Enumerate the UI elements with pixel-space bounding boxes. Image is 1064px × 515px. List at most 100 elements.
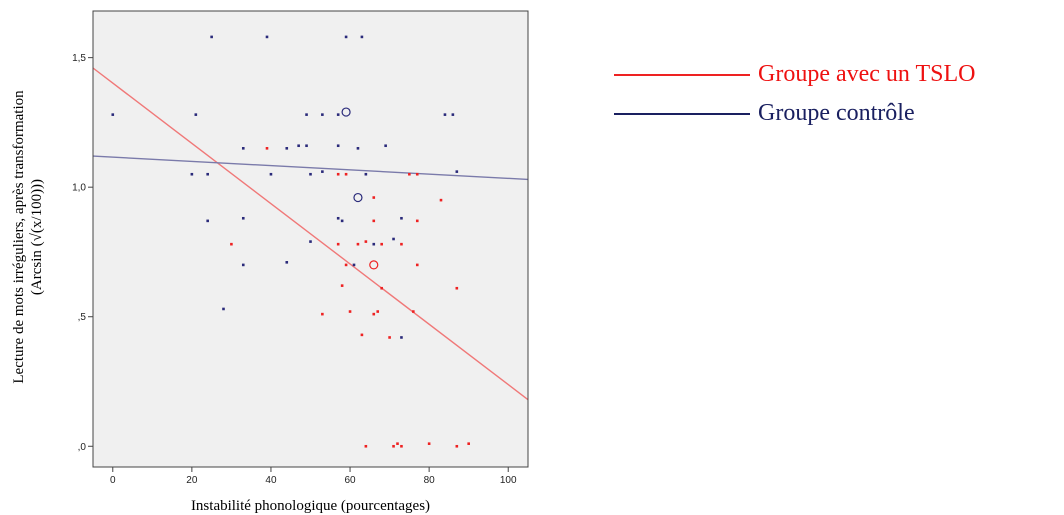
data-point-series-1 [305, 113, 308, 116]
y-axis-title-line-2: (Arcsin (√(x/100))) [29, 179, 45, 295]
data-point-series-1 [194, 113, 198, 116]
data-point-series-0 [344, 263, 348, 267]
plot-area [93, 11, 528, 467]
data-point-series-1 [206, 172, 209, 176]
data-point-series-1 [336, 113, 340, 116]
data-point-series-0 [415, 263, 419, 267]
data-point-series-0 [364, 240, 368, 243]
data-point-series-1 [455, 170, 459, 173]
data-point-series-1 [451, 113, 455, 116]
data-point-series-0 [321, 312, 324, 316]
data-point-series-1 [344, 35, 348, 39]
data-point-series-1 [309, 172, 312, 176]
x-tick-label: 40 [265, 475, 277, 486]
data-point-series-1 [297, 144, 300, 148]
y-tick-label: 1,5 [72, 53, 86, 64]
data-point-series-1 [222, 307, 225, 311]
centroid-marker-series-1 [341, 107, 351, 117]
data-point-series-1 [241, 216, 245, 220]
data-point-series-0 [360, 333, 364, 337]
centroid-marker-series-1 [353, 192, 363, 203]
x-tick-label: 20 [186, 475, 198, 486]
data-point-series-1 [321, 113, 324, 116]
plot-frame [92, 10, 529, 468]
legend-item-control: Groupe contrôle [614, 100, 915, 127]
data-point-series-0 [372, 219, 376, 223]
data-point-series-1 [321, 170, 324, 173]
data-point-series-0 [415, 219, 419, 223]
data-point-series-1 [364, 172, 368, 176]
data-point-series-1 [241, 147, 245, 150]
legend-line-control [614, 112, 750, 115]
y-axis-title-line-1: Lecture de mots irréguliers, après trans… [11, 90, 27, 384]
data-point-series-1 [372, 242, 376, 246]
data-point-series-1 [400, 336, 403, 339]
legend-item-tslo: Groupe avec un TSLO [614, 61, 976, 88]
data-point-series-0 [344, 172, 348, 176]
legend-line-tslo [614, 73, 750, 76]
y-tick-label: ,5 [78, 312, 87, 323]
data-point-series-0 [265, 147, 269, 150]
data-point-series-1 [241, 263, 245, 267]
data-point-series-1 [265, 35, 269, 39]
data-point-series-0 [412, 310, 415, 313]
centroid-marker-series-0 [369, 260, 379, 270]
data-point-series-0 [380, 286, 383, 290]
data-point-series-0 [408, 172, 411, 176]
data-point-series-1 [285, 147, 289, 150]
data-point-series-0 [455, 444, 459, 448]
data-point-series-0 [439, 198, 443, 202]
axis-ticks: 0 20 40 60 80 100 ,0 ,5 1,0 1,5 [72, 53, 517, 486]
data-point-series-0 [336, 172, 340, 176]
data-point-series-0 [372, 196, 376, 199]
data-point-series-0 [356, 242, 360, 246]
x-tick-label: 80 [424, 475, 436, 486]
data-point-series-1 [336, 144, 340, 148]
data-point-series-0 [388, 336, 391, 339]
data-points [111, 35, 470, 448]
data-point-series-0 [396, 442, 399, 445]
fit-line-series-0 [92, 67, 529, 401]
data-point-series-0 [364, 444, 368, 448]
data-point-series-1 [206, 219, 209, 223]
data-point-series-0 [392, 444, 395, 448]
data-point-series-0 [400, 444, 403, 448]
data-point-series-0 [427, 442, 431, 445]
data-point-series-1 [356, 147, 360, 150]
data-point-series-1 [190, 172, 194, 176]
data-point-series-0 [376, 310, 380, 313]
data-point-series-1 [400, 216, 403, 220]
data-point-series-1 [309, 240, 312, 243]
data-point-series-1 [336, 216, 340, 220]
data-point-series-0 [372, 312, 376, 316]
legend-label-tslo: Groupe avec un TSLO [758, 61, 976, 87]
data-point-series-1 [360, 35, 364, 39]
data-point-series-0 [415, 172, 419, 176]
x-tick-label: 0 [110, 475, 116, 486]
data-point-series-0 [380, 242, 383, 246]
x-axis-title: Instabilité phonologique (pourcentages) [191, 498, 430, 514]
fit-line-series-1 [92, 155, 529, 181]
legend-label-control: Groupe contrôle [758, 100, 915, 126]
data-point-series-1 [111, 113, 115, 116]
data-point-series-0 [348, 310, 352, 313]
y-tick-label: ,0 [78, 442, 87, 453]
data-point-series-1 [443, 113, 447, 116]
data-point-series-1 [384, 144, 387, 148]
data-point-series-0 [336, 242, 340, 246]
data-point-series-1 [392, 237, 395, 241]
data-point-series-0 [400, 242, 403, 246]
data-point-series-1 [210, 35, 213, 39]
data-point-series-0 [467, 442, 470, 445]
data-point-series-1 [285, 261, 289, 264]
data-point-series-1 [305, 144, 308, 148]
data-point-series-1 [340, 219, 344, 223]
data-point-series-1 [352, 263, 356, 267]
data-point-series-1 [269, 172, 273, 176]
y-tick-label: 1,0 [72, 183, 86, 194]
x-tick-label: 100 [500, 475, 517, 486]
fit-lines [92, 67, 529, 401]
x-tick-label: 60 [344, 475, 356, 486]
data-point-series-0 [340, 284, 344, 287]
